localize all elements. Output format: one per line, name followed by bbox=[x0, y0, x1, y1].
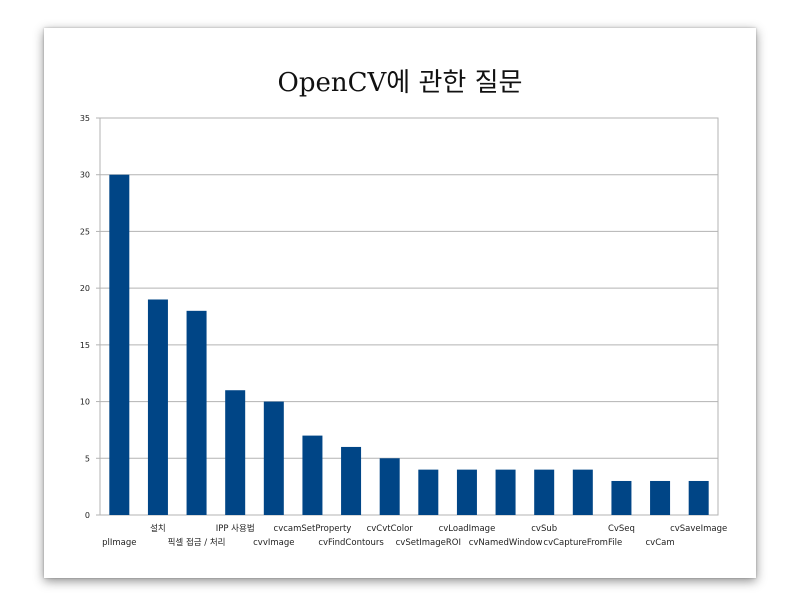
x-category-label: cvNamedWindow bbox=[469, 538, 543, 548]
bar bbox=[379, 458, 400, 515]
x-category-label: cvSetImageROI bbox=[396, 538, 461, 548]
x-category-label: 설치 bbox=[150, 523, 166, 534]
bar bbox=[650, 480, 671, 515]
bar bbox=[186, 310, 207, 515]
bar bbox=[688, 480, 709, 515]
y-tick-label: 30 bbox=[80, 171, 90, 180]
bar bbox=[456, 469, 477, 515]
x-category-label: CvSeq bbox=[608, 524, 635, 534]
x-category-label: cvCaptureFromFile bbox=[543, 538, 622, 548]
x-category-label: cvSub bbox=[531, 524, 557, 534]
x-category-label: cvCam bbox=[645, 538, 674, 548]
y-tick-label: 5 bbox=[85, 454, 90, 463]
chart-title: OpenCV에 관한 질문 bbox=[277, 68, 523, 98]
y-tick-label: 10 bbox=[80, 398, 90, 407]
x-category-label: plImage bbox=[102, 538, 136, 548]
bars bbox=[109, 174, 709, 515]
x-category-label: cvFindContours bbox=[318, 538, 384, 548]
y-tick-label: 35 bbox=[80, 114, 90, 123]
x-category-label: 픽셀 접금 / 처리 bbox=[168, 537, 226, 548]
bar bbox=[225, 390, 246, 515]
bar bbox=[147, 299, 168, 515]
bar bbox=[495, 469, 516, 515]
chart-sheet: OpenCV에 관한 질문 0 5 10 15 20 25 30 35 plImage 설치 픽셀… bbox=[44, 28, 756, 578]
bar bbox=[341, 446, 362, 515]
bar bbox=[418, 469, 439, 515]
y-tick-label: 0 bbox=[85, 511, 90, 520]
y-tick-label: 25 bbox=[80, 227, 90, 236]
bar bbox=[263, 401, 284, 515]
bar bbox=[611, 480, 632, 515]
x-category-label: cvCvtColor bbox=[367, 524, 414, 534]
x-category-label: IPP 사용법 bbox=[216, 523, 255, 534]
x-category-label: cvSaveImage bbox=[670, 524, 727, 534]
y-axis-ticks: 0 5 10 15 20 25 30 35 bbox=[80, 114, 90, 520]
x-category-label: cvvImage bbox=[253, 538, 294, 548]
bar bbox=[534, 469, 555, 515]
bar bbox=[109, 174, 130, 515]
bar bbox=[572, 469, 593, 515]
y-tick-label: 20 bbox=[80, 284, 90, 293]
x-category-label: cvLoadImage bbox=[439, 524, 496, 534]
y-tick-label: 15 bbox=[80, 341, 90, 350]
x-category-label: cvcamSetProperty bbox=[274, 524, 352, 534]
bar bbox=[302, 435, 323, 515]
